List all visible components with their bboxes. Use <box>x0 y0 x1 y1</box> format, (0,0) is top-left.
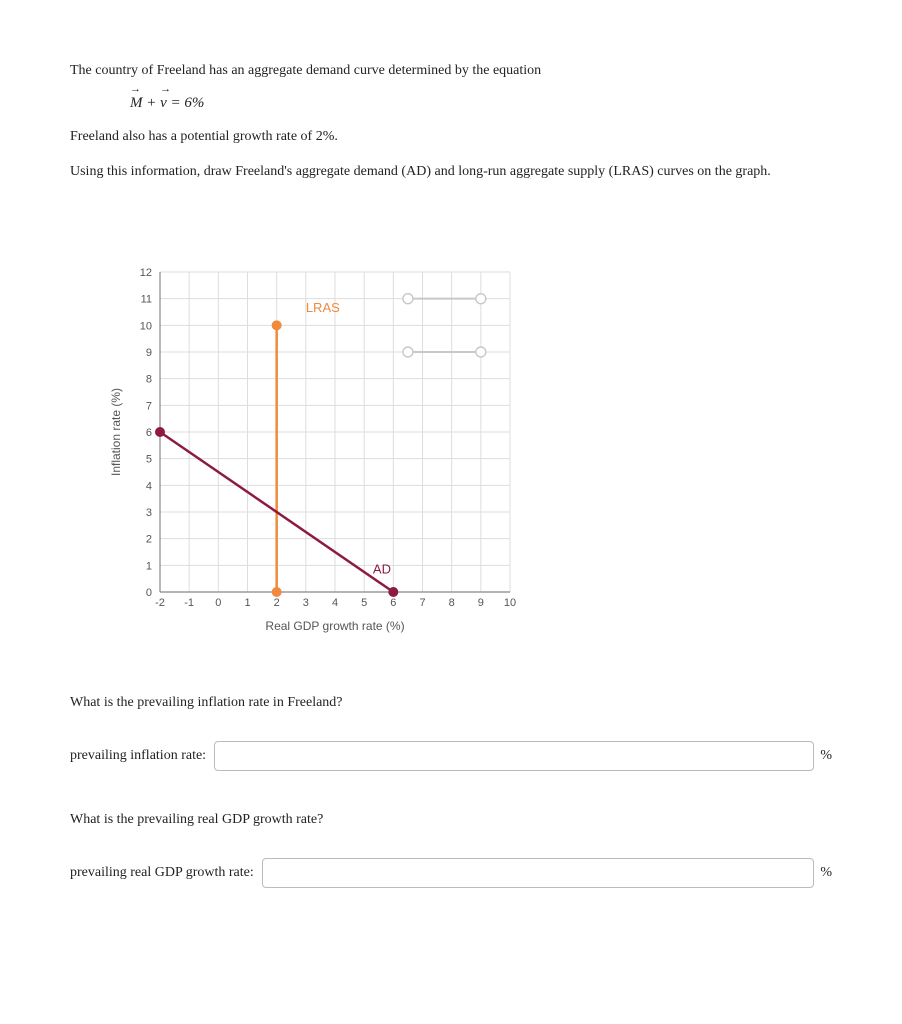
svg-text:5: 5 <box>146 454 152 466</box>
question-1: What is the prevailing inflation rate in… <box>70 692 832 713</box>
svg-text:7: 7 <box>419 597 425 609</box>
svg-text:6: 6 <box>146 427 152 439</box>
answer-label-2: prevailing real GDP growth rate: <box>70 865 254 881</box>
question-2: What is the prevailing real GDP growth r… <box>70 809 832 830</box>
svg-text:11: 11 <box>141 294 152 306</box>
gdp-growth-input[interactable] <box>262 858 815 888</box>
svg-text:3: 3 <box>146 507 152 519</box>
svg-text:10: 10 <box>140 320 152 332</box>
svg-text:AD: AD <box>373 561 391 576</box>
svg-text:5: 5 <box>361 597 367 609</box>
equation: M + v = 6% <box>130 95 832 112</box>
svg-text:LRAS: LRAS <box>306 300 340 315</box>
svg-text:3: 3 <box>303 597 309 609</box>
svg-text:4: 4 <box>332 597 338 609</box>
chart-container: -2-10123456789100123456789101112Real GDP… <box>100 262 832 642</box>
unit-percent-2: % <box>820 865 832 881</box>
intro-paragraph-2: Freeland also has a potential growth rat… <box>70 126 832 147</box>
answer-row-1: prevailing inflation rate: % <box>70 741 832 771</box>
svg-text:Inflation rate (%): Inflation rate (%) <box>109 388 123 476</box>
intro-paragraph-3: Using this information, draw Freeland's … <box>70 161 832 182</box>
svg-text:12: 12 <box>140 267 152 279</box>
equation-m: M <box>130 95 143 112</box>
svg-text:0: 0 <box>215 597 221 609</box>
svg-text:8: 8 <box>449 597 455 609</box>
svg-text:6: 6 <box>390 597 396 609</box>
unit-percent-1: % <box>820 748 832 764</box>
svg-text:9: 9 <box>478 597 484 609</box>
intro-paragraph-1: The country of Freeland has an aggregate… <box>70 60 832 81</box>
svg-text:8: 8 <box>146 374 152 386</box>
svg-text:7: 7 <box>146 400 152 412</box>
answer-row-2: prevailing real GDP growth rate: % <box>70 858 832 888</box>
svg-text:-1: -1 <box>184 597 194 609</box>
ad-lras-chart[interactable]: -2-10123456789100123456789101112Real GDP… <box>100 262 520 642</box>
svg-text:2: 2 <box>274 597 280 609</box>
answer-label-1: prevailing inflation rate: <box>70 748 206 764</box>
svg-text:Real GDP growth rate (%): Real GDP growth rate (%) <box>265 619 404 633</box>
svg-text:0: 0 <box>146 587 152 599</box>
svg-text:-2: -2 <box>155 597 165 609</box>
svg-text:1: 1 <box>244 597 250 609</box>
svg-text:9: 9 <box>146 347 152 359</box>
svg-text:2: 2 <box>146 534 152 546</box>
svg-text:1: 1 <box>146 560 152 572</box>
inflation-rate-input[interactable] <box>214 741 814 771</box>
svg-text:4: 4 <box>146 480 152 492</box>
equation-v: v <box>160 95 167 112</box>
svg-text:10: 10 <box>504 597 516 609</box>
